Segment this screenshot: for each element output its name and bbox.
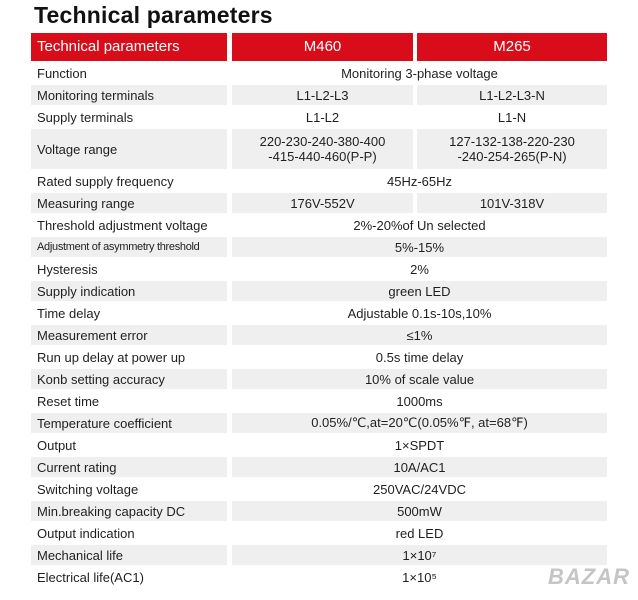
table-row: Output 1×SPDT xyxy=(31,434,607,456)
param-value-m265: L1-N xyxy=(417,107,607,127)
param-value: 1×10⁵ xyxy=(232,567,607,587)
table-row: Supply terminals L1-L2 L1-N xyxy=(31,106,607,128)
param-label: Current rating xyxy=(31,457,227,477)
table-row: Hysteresis 2% xyxy=(31,258,607,280)
table-header: Technical parameters M460 M265 xyxy=(31,33,607,61)
param-label: Function xyxy=(31,63,227,83)
table-row: Temperature coefficient 0.05%/℃,at=20℃(0.… xyxy=(31,412,607,434)
param-label: Output xyxy=(31,435,227,455)
param-label: Output indication xyxy=(31,523,227,543)
param-value: 250VAC/24VDC xyxy=(232,479,607,499)
param-value: 1×SPDT xyxy=(232,435,607,455)
table-row: Min.breaking capacity DC 500mW xyxy=(31,500,607,522)
param-value-m460: 176V-552V xyxy=(232,193,413,213)
param-label: Min.breaking capacity DC xyxy=(31,501,227,521)
param-value: 1×10⁷ xyxy=(232,545,607,565)
param-value: 1000ms xyxy=(232,391,607,411)
header-param: Technical parameters xyxy=(31,33,227,61)
table-row: Measurement error ≤1% xyxy=(31,324,607,346)
watermark-text: константин xyxy=(22,22,100,36)
header-model-m460: M460 xyxy=(232,33,413,61)
value-line: -415-440-460(P-P) xyxy=(268,149,377,164)
param-label: Adjustment of asymmetry threshold xyxy=(31,237,227,257)
param-value: 45Hz-65Hz xyxy=(232,171,607,191)
param-value: Monitoring 3-phase voltage xyxy=(232,63,607,83)
param-value: Adjustable 0.1s-10s,10% xyxy=(232,303,607,323)
param-label: Run up delay at power up xyxy=(31,347,227,367)
param-label: Measuring range xyxy=(31,193,227,213)
param-label: Threshold adjustment voltage xyxy=(31,215,227,235)
table-row: Function Monitoring 3-phase voltage xyxy=(31,62,607,84)
param-label: Electrical life(AC1) xyxy=(31,567,227,587)
table-row: Supply indication green LED xyxy=(31,280,607,302)
param-value-m460: L1-L2-L3 xyxy=(232,85,413,105)
param-value-m265: 101V-318V xyxy=(417,193,607,213)
bazar-logo-watermark: BAZAR xyxy=(548,564,630,589)
param-value: 0.05%/℃,at=20℃(0.05%℉, at=68℉) xyxy=(232,413,607,433)
param-value: 5%-15% xyxy=(232,237,607,257)
table-row: Current rating 10A/AC1 xyxy=(31,456,607,478)
param-label: Voltage range xyxy=(31,129,227,169)
param-label: Konb setting accuracy xyxy=(31,369,227,389)
param-value: 500mW xyxy=(232,501,607,521)
param-label: Mechanical life xyxy=(31,545,227,565)
param-value: 2% xyxy=(232,259,607,279)
table-row: Rated supply frequency 45Hz-65Hz xyxy=(31,170,607,192)
param-value: ≤1% xyxy=(232,325,607,345)
param-value: 10% of scale value xyxy=(232,369,607,389)
table-row: Time delay Adjustable 0.1s-10s,10% xyxy=(31,302,607,324)
table-row: Monitoring terminals L1-L2-L3 L1-L2-L3-N xyxy=(31,84,607,106)
param-value: 0.5s time delay xyxy=(232,347,607,367)
param-value-m460: L1-L2 xyxy=(232,107,413,127)
param-label: Reset time xyxy=(31,391,227,411)
param-label: Time delay xyxy=(31,303,227,323)
table-row: Electrical life(AC1) 1×10⁵ xyxy=(31,566,607,588)
table-row: Voltage range 220-230-240-380-400 -415-440… xyxy=(31,128,607,170)
table-row: Konb setting accuracy 10% of scale value xyxy=(31,368,607,390)
value-line: 220-230-240-380-400 xyxy=(259,134,386,149)
param-value: green LED xyxy=(232,281,607,301)
table-row: Mechanical life 1×10⁷ xyxy=(31,544,607,566)
value-line: 127-132-138-220-230 xyxy=(449,134,575,149)
param-value: 2%-20%of Un selected xyxy=(232,215,607,235)
table-row: Threshold adjustment voltage 2%-20%of Un … xyxy=(31,214,607,236)
param-label: Measurement error xyxy=(31,325,227,345)
param-label: Rated supply frequency xyxy=(31,171,227,191)
param-label: Hysteresis xyxy=(31,259,227,279)
page-title: Technical parameters xyxy=(34,2,273,28)
table-row: Reset time 1000ms xyxy=(31,390,607,412)
param-value: red LED xyxy=(232,523,607,543)
param-value-m265: 127-132-138-220-230 -240-254-265(P-N) xyxy=(417,129,607,169)
table-row: Run up delay at power up 0.5s time delay xyxy=(31,346,607,368)
value-line: -240-254-265(P-N) xyxy=(457,149,567,164)
param-label: Supply terminals xyxy=(31,107,227,127)
param-value-m460: 220-230-240-380-400 -415-440-460(P-P) xyxy=(232,129,413,169)
param-label: Monitoring terminals xyxy=(31,85,227,105)
param-value: 10A/AC1 xyxy=(232,457,607,477)
param-value-m265: L1-L2-L3-N xyxy=(417,85,607,105)
param-label: Supply indication xyxy=(31,281,227,301)
table-row: Measuring range 176V-552V 101V-318V xyxy=(31,192,607,214)
param-label: Switching voltage xyxy=(31,479,227,499)
header-model-m265: M265 xyxy=(417,33,607,61)
table-row: Adjustment of asymmetry threshold 5%-15% xyxy=(31,236,607,258)
table-row: Switching voltage 250VAC/24VDC xyxy=(31,478,607,500)
param-label: Temperature coefficient xyxy=(31,413,227,433)
table-row: Output indication red LED xyxy=(31,522,607,544)
